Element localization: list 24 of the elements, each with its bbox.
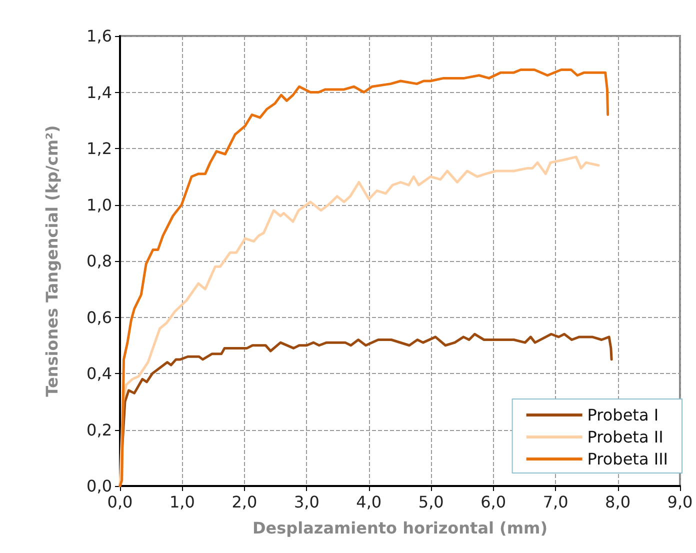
x-axis-title: Desplazamiento horizontal (mm) bbox=[252, 518, 548, 538]
y-tick-label: 0,6 bbox=[86, 308, 112, 327]
x-tick-label: 4,0 bbox=[356, 492, 382, 512]
y-tick-label: 0,0 bbox=[86, 476, 112, 496]
y-tick-label: 0,4 bbox=[86, 364, 112, 383]
legend-label: Probeta II bbox=[587, 428, 664, 446]
x-tick-label: 0,0 bbox=[107, 492, 133, 512]
x-tick-label: 5,0 bbox=[418, 492, 444, 512]
legend-label: Probeta I bbox=[587, 406, 659, 424]
x-tick-label: 6,0 bbox=[480, 492, 506, 512]
y-tick-label: 1,2 bbox=[86, 139, 112, 158]
legend-label: Probeta III bbox=[587, 450, 668, 468]
x-tick-label: 8,0 bbox=[605, 492, 631, 512]
y-tick-label: 0,2 bbox=[86, 420, 112, 440]
y-tick-label: 1,0 bbox=[86, 195, 112, 214]
x-tick-label: 2,0 bbox=[232, 492, 258, 512]
x-tick-label: 3,0 bbox=[294, 492, 320, 512]
x-tick-label: 9,0 bbox=[667, 492, 693, 512]
y-tick-label: 1,6 bbox=[86, 26, 112, 46]
x-tick-label: 1,0 bbox=[169, 492, 195, 512]
x-tick-label: 7,0 bbox=[542, 492, 568, 512]
y-axis-title: Tensiones Tangencial (kp/cm²) bbox=[42, 125, 62, 397]
y-tick-label: 1,4 bbox=[86, 82, 112, 102]
y-tick-label: 0,8 bbox=[86, 252, 112, 270]
